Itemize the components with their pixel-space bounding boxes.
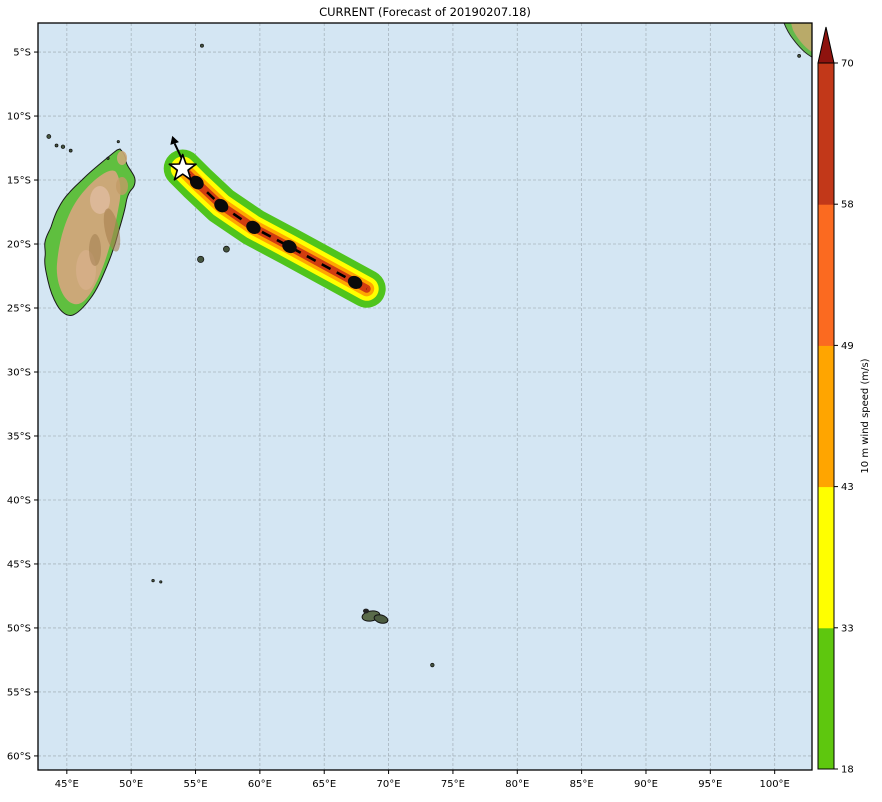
x-tick-label: 70°E: [377, 779, 401, 790]
wind-speed-colorbar: 18 33 43 49 58 70: [817, 26, 854, 776]
x-tick-label: 60°E: [248, 779, 272, 790]
anjouan-island: [60, 144, 66, 149]
seychelles-island: [200, 43, 204, 48]
current-position-star: [168, 153, 197, 181]
y-tick-label: 45°S: [7, 559, 31, 570]
cyclone-track-group: [163, 135, 386, 308]
colorbar-tick-label: 18: [841, 765, 854, 776]
small-islands: [46, 43, 801, 668]
grande-comore-island: [46, 134, 52, 139]
colorbar-segment: [818, 204, 834, 346]
colorbar-tick-label: 58: [841, 200, 854, 211]
x-tick-label: 65°E: [312, 779, 336, 790]
y-tick-label: 25°S: [7, 304, 31, 315]
figure-title: CURRENT (Forecast of 20190207.18): [319, 5, 531, 19]
y-tick-label: 50°S: [7, 623, 31, 634]
y-tick-label: 10°S: [7, 112, 31, 123]
x-tick-label: 45°E: [55, 779, 79, 790]
forecast-point: [347, 275, 363, 289]
motion-arrow-head-icon: [170, 135, 179, 145]
reunion-island: [197, 255, 205, 263]
cap-ambre-islet-island: [116, 140, 120, 144]
y-tick-label: 30°S: [7, 367, 31, 378]
x-tick-label: 50°E: [119, 779, 143, 790]
crozet-west-island: [151, 578, 155, 583]
crozet-east-island: [159, 580, 163, 584]
x-tick-label: 90°E: [634, 779, 658, 790]
ocean-background: [38, 23, 812, 770]
y-tick-label: 60°S: [7, 751, 31, 762]
enggano-island: [797, 54, 801, 58]
map-border: [37, 22, 813, 771]
sumatra-landmass: [783, 22, 813, 58]
colorbar-tick-label: 43: [841, 482, 854, 493]
colorbar-outline: [817, 62, 835, 770]
graticule-gridlines: [38, 23, 812, 770]
y-tick-label: 20°S: [7, 240, 31, 251]
y-tick-label: 15°S: [7, 176, 31, 187]
madagascar-landmass: [44, 148, 136, 316]
forecast-point: [246, 220, 261, 234]
colorbar-segment: [818, 345, 834, 488]
x-tick-label: 55°E: [184, 779, 208, 790]
y-tick-label: 5°S: [13, 48, 31, 59]
colorbar-segment: [818, 486, 834, 629]
colorbar-axis-label: 10 m wind speed (m/s): [860, 358, 871, 473]
mayotte-island: [68, 148, 73, 153]
y-tick-label: 55°S: [7, 687, 31, 698]
colorbar-tick-label: 70: [841, 59, 854, 70]
forecast-point: [282, 240, 297, 254]
x-tick-label: 100°E: [759, 779, 789, 790]
forecast-point: [214, 198, 229, 213]
kerguelen-island: [361, 608, 389, 624]
colorbar-over-arrow: [817, 26, 835, 64]
heard-island-island: [430, 662, 435, 668]
mauritius-island: [223, 245, 230, 253]
glorioso-island: [106, 156, 110, 160]
x-tick-label: 85°E: [570, 779, 594, 790]
x-tick-label: 75°E: [441, 779, 465, 790]
colorbar-tick-label: 49: [841, 341, 854, 352]
forecast-point: [189, 175, 204, 190]
x-tick-label: 80°E: [505, 779, 529, 790]
x-tick-label: 95°E: [698, 779, 722, 790]
colorbar-segment: [818, 627, 834, 770]
axis-ticks: 45°E 50°E 55°E 60°E 65°E 70°E 75°E 80°E 85°E 90°E…: [7, 48, 790, 790]
colorbar-segment: [818, 63, 834, 205]
y-tick-label: 35°S: [7, 431, 31, 442]
y-tick-label: 40°S: [7, 495, 31, 506]
colorbar-tick-label: 33: [841, 623, 854, 634]
moheli-island: [54, 143, 59, 148]
